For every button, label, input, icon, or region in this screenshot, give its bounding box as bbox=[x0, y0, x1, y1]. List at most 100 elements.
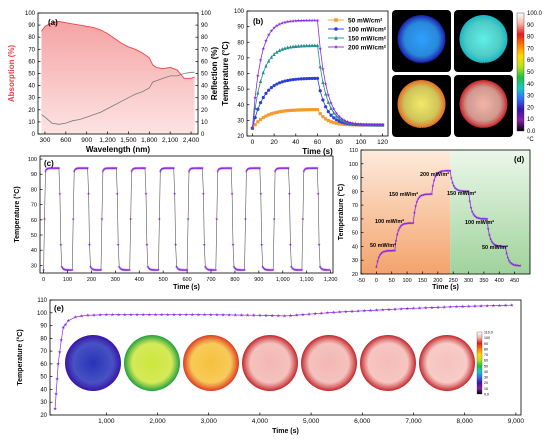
data-point bbox=[405, 221, 409, 225]
data-point bbox=[318, 64, 322, 69]
data-point bbox=[364, 122, 369, 127]
data-point bbox=[221, 312, 225, 317]
data-point bbox=[334, 118, 339, 122]
data-point bbox=[146, 265, 150, 269]
data-point bbox=[272, 111, 276, 115]
data-point bbox=[272, 84, 276, 88]
data-point bbox=[132, 166, 137, 170]
data-point bbox=[58, 191, 62, 195]
legend-marker bbox=[333, 44, 339, 49]
data-point bbox=[448, 169, 452, 172]
panel-a-x-tick-label: 1,800 bbox=[141, 137, 158, 144]
thermal-image bbox=[397, 80, 446, 128]
data-point bbox=[409, 221, 413, 225]
data-point bbox=[315, 43, 320, 48]
thermal-image bbox=[419, 335, 475, 391]
data-point bbox=[99, 268, 103, 272]
colorbar-tick-label: 0.0 bbox=[527, 129, 536, 135]
data-point bbox=[329, 106, 333, 110]
absorption-area bbox=[41, 21, 195, 134]
panel-b-y-tick-label: 50 bbox=[237, 87, 244, 93]
panel-e-x-tick-label: 9,000 bbox=[508, 418, 525, 425]
panel-c-x-tick-label: 800 bbox=[230, 277, 239, 283]
data-point bbox=[267, 88, 271, 92]
data-point bbox=[217, 167, 221, 171]
panel-c-y-tick-label: 70 bbox=[31, 203, 37, 209]
data-point bbox=[301, 312, 305, 317]
data-point bbox=[505, 251, 509, 255]
data-point bbox=[442, 305, 447, 309]
data-point bbox=[315, 76, 320, 80]
data-point bbox=[498, 244, 503, 248]
data-point bbox=[432, 178, 436, 182]
data-point bbox=[190, 312, 195, 317]
data-point bbox=[411, 306, 416, 310]
data-point bbox=[203, 265, 207, 269]
data-point bbox=[443, 169, 447, 173]
data-point bbox=[427, 192, 431, 196]
data-point bbox=[453, 186, 457, 190]
panel-d-x-tick-label: 0 bbox=[375, 278, 378, 284]
panel-c-x-tick-label: 300 bbox=[111, 277, 120, 283]
data-point bbox=[394, 239, 398, 242]
panel-d-y-tick-label: 40 bbox=[352, 244, 358, 250]
panel-b-x-tick-label: 80 bbox=[336, 139, 344, 146]
legend-label: 150 mW/cm² bbox=[348, 36, 387, 43]
data-point bbox=[118, 266, 122, 270]
data-point bbox=[502, 244, 506, 248]
data-point bbox=[204, 266, 208, 270]
annotation: 200 mW/m² bbox=[420, 171, 449, 178]
data-point bbox=[255, 73, 260, 78]
cooling-region bbox=[450, 150, 530, 274]
data-point bbox=[329, 101, 333, 105]
data-point bbox=[187, 169, 191, 173]
annotation: 100 mW/m² bbox=[465, 219, 494, 226]
data-point bbox=[302, 108, 306, 112]
panel-d-x-tick-label: 200 bbox=[433, 278, 442, 284]
data-point bbox=[466, 304, 471, 308]
data-point bbox=[42, 268, 46, 272]
panel-c-y-tick-label: 90 bbox=[31, 172, 37, 178]
data-point bbox=[377, 122, 382, 127]
data-point bbox=[46, 166, 50, 170]
data-point bbox=[497, 303, 502, 308]
data-point bbox=[412, 211, 417, 214]
panel-c-x-tick-label: 400 bbox=[135, 277, 144, 283]
legend-marker bbox=[334, 18, 338, 22]
data-point bbox=[310, 18, 314, 23]
data-point bbox=[286, 45, 290, 50]
data-point bbox=[190, 166, 194, 170]
data-point bbox=[320, 267, 324, 271]
data-point bbox=[157, 217, 161, 221]
data-point bbox=[318, 112, 322, 116]
data-point bbox=[232, 265, 236, 269]
data-point bbox=[317, 242, 321, 246]
panel-a-ylabel-right: Reflection (%) bbox=[210, 47, 219, 101]
data-point bbox=[256, 90, 260, 95]
data-point bbox=[276, 166, 280, 170]
data-point bbox=[455, 188, 460, 192]
data-point bbox=[47, 166, 51, 170]
data-point bbox=[304, 18, 309, 23]
panel-c-y-tick-label: 60 bbox=[31, 218, 37, 224]
data-point bbox=[310, 108, 314, 112]
data-point bbox=[419, 194, 423, 198]
panel-d-frame bbox=[360, 149, 531, 275]
data-point bbox=[165, 312, 170, 317]
legend-label: 50 mW/cm² bbox=[348, 18, 383, 25]
data-point bbox=[261, 115, 265, 120]
data-point bbox=[462, 189, 466, 193]
colorbar-tick-label: 20 bbox=[484, 381, 488, 385]
data-point bbox=[387, 307, 391, 312]
data-point bbox=[288, 313, 293, 318]
panel-b-x-tick-label: 100 bbox=[355, 139, 366, 146]
data-point bbox=[296, 77, 301, 81]
data-point bbox=[277, 81, 282, 85]
legend-marker bbox=[334, 35, 338, 40]
data-point bbox=[362, 308, 367, 313]
data-point bbox=[253, 95, 258, 100]
colorbar-tick-label: 20 bbox=[527, 105, 534, 111]
data-point bbox=[286, 109, 290, 113]
data-point bbox=[448, 304, 453, 309]
data-point bbox=[159, 167, 163, 171]
